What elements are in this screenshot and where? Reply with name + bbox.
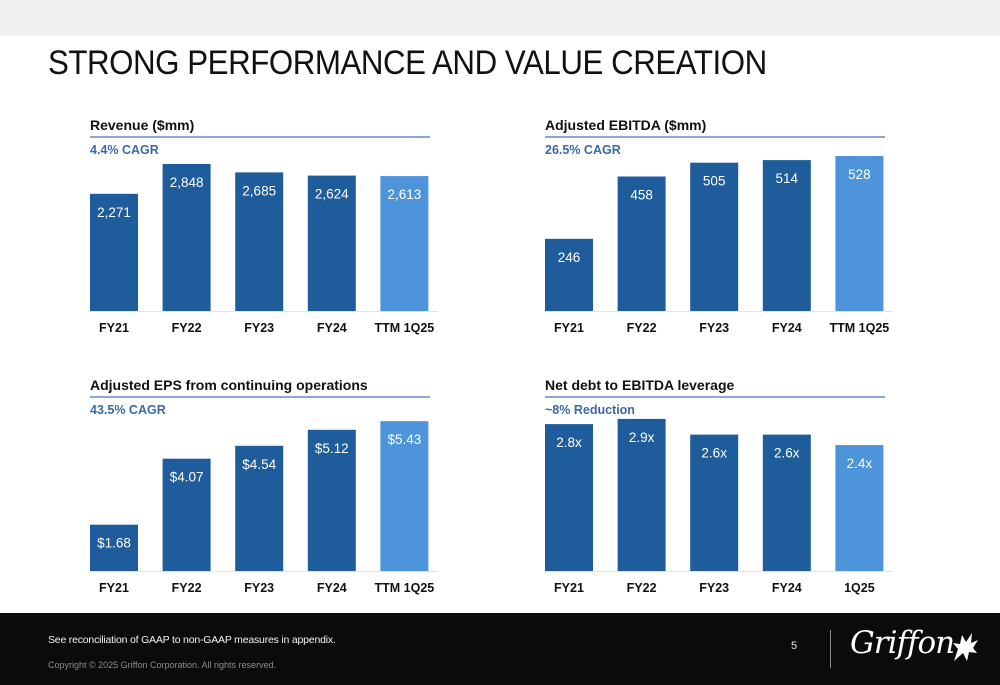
bar-fy22 (617, 418, 666, 571)
chart-title: Net debt to EBITDA leverage (545, 377, 735, 393)
ebitda-chart: 246 FY21 458 FY22 505 FY23 514 FY24 528 TTM 1Q25 (545, 156, 893, 335)
bar-fy23 (235, 172, 284, 311)
bar-fy24 (307, 175, 356, 311)
chart-subtitle: ~8% Reduction (545, 403, 635, 417)
footnote: See reconciliation of GAAP to non-GAAP m… (48, 634, 336, 646)
data-label: 2,685 (242, 183, 276, 198)
page-number: 5 (791, 640, 798, 652)
data-label: $1.68 (97, 536, 131, 551)
bar-fy24 (762, 434, 811, 571)
title-rule (545, 136, 885, 138)
bar-fy23 (235, 445, 284, 571)
data-label: 2.9x (629, 430, 655, 445)
x-tick-label: FY22 (172, 321, 202, 335)
bar-fy22 (617, 176, 666, 311)
x-tick-label: TTM 1Q25 (830, 321, 890, 335)
leverage-chart: 2.8x FY21 2.9x FY22 2.6x FY23 2.6x FY24 2.4x 1Q25 (545, 418, 893, 595)
copyright: Copyright © 2025 Griffon Corporation. Al… (48, 660, 277, 670)
bar-fy21 (90, 193, 138, 311)
revenue-chart-panel: Revenue ($mm) 4.4% CAGR 2,271 FY21 2,848 FY… (90, 117, 438, 347)
data-label: 2,613 (388, 187, 422, 202)
x-tick-label: TTM 1Q25 (375, 321, 435, 335)
bar-fy24 (762, 160, 811, 311)
footer: See reconciliation of GAAP to non-GAAP m… (0, 613, 1000, 685)
x-tick-label: TTM 1Q25 (375, 581, 435, 595)
eps-chart: $1.68 FY21 $4.07 FY22 $4.54 FY23 $5.12 FY24 $5.4… (90, 421, 438, 595)
top-band (0, 0, 1000, 36)
x-tick-label: FY22 (172, 581, 202, 595)
x-tick-label: FY21 (99, 321, 129, 335)
x-tick-label: FY21 (554, 581, 584, 595)
chart-subtitle: 26.5% CAGR (545, 143, 621, 157)
chart-title: Adjusted EBITDA ($mm) (545, 117, 707, 133)
data-label: 528 (848, 167, 871, 182)
x-tick-label: FY21 (99, 581, 129, 595)
data-label: 2.6x (774, 446, 800, 461)
x-tick-label: FY23 (699, 581, 729, 595)
data-label: 2.8x (556, 435, 582, 450)
slide-title: STRONG PERFORMANCE AND VALUE CREATION (48, 44, 767, 82)
x-tick-label: FY23 (699, 321, 729, 335)
bar-fy23 (690, 162, 739, 311)
data-label: $4.54 (242, 457, 276, 472)
bar-fy22 (162, 164, 211, 311)
data-label: 2,848 (170, 175, 204, 190)
x-tick-label: FY23 (244, 321, 274, 335)
data-label: 2.4x (847, 456, 873, 471)
data-label: 2,624 (315, 187, 349, 202)
chart-title: Revenue ($mm) (90, 117, 195, 133)
data-label: 514 (776, 171, 799, 186)
x-tick-label: FY24 (772, 321, 802, 335)
title-rule (90, 136, 430, 138)
data-label: $5.12 (315, 441, 349, 456)
chart-subtitle: 43.5% CAGR (90, 403, 166, 417)
chart-title: Adjusted EPS from continuing operations (90, 377, 368, 393)
footer-divider (830, 630, 831, 668)
title-rule (90, 396, 430, 398)
x-tick-label: FY24 (317, 321, 347, 335)
griffon-logo: Griffon (850, 625, 955, 661)
leverage-chart-panel: Net debt to EBITDA leverage ~8% Reductio… (545, 377, 893, 607)
x-tick-label: FY21 (554, 321, 584, 335)
data-label: 2,271 (97, 205, 131, 220)
data-label: 2.6x (701, 446, 727, 461)
x-tick-label: FY23 (244, 581, 274, 595)
bar-1q25 (835, 445, 884, 571)
bar-fy21 (90, 524, 138, 571)
bar-fy23 (690, 434, 739, 571)
data-label: 246 (558, 250, 581, 265)
x-tick-label: FY22 (627, 581, 657, 595)
x-tick-label: 1Q25 (844, 581, 875, 595)
bar-fy21 (545, 424, 593, 571)
griffin-icon (953, 633, 978, 661)
bar-ttm-1q25 (380, 421, 429, 571)
revenue-chart: 2,271 FY21 2,848 FY22 2,685 FY23 2,624 FY24 2,61… (90, 164, 438, 335)
bar-fy22 (162, 458, 211, 571)
data-label: $4.07 (170, 470, 204, 485)
chart-subtitle: 4.4% CAGR (90, 143, 159, 157)
title-rule (545, 396, 885, 398)
bar-fy21 (545, 238, 593, 311)
data-label: 458 (630, 188, 653, 203)
data-label: $5.43 (388, 432, 422, 447)
x-tick-label: FY22 (627, 321, 657, 335)
x-tick-label: FY24 (317, 581, 347, 595)
data-label: 505 (703, 174, 726, 189)
eps-chart-panel: Adjusted EPS from continuing operations … (90, 377, 438, 607)
x-tick-label: FY24 (772, 581, 802, 595)
bar-ttm-1q25 (380, 176, 429, 311)
bar-ttm-1q25 (835, 156, 884, 311)
bar-fy24 (307, 429, 356, 571)
ebitda-chart-panel: Adjusted EBITDA ($mm) 26.5% CAGR 246 FY21… (545, 117, 893, 347)
